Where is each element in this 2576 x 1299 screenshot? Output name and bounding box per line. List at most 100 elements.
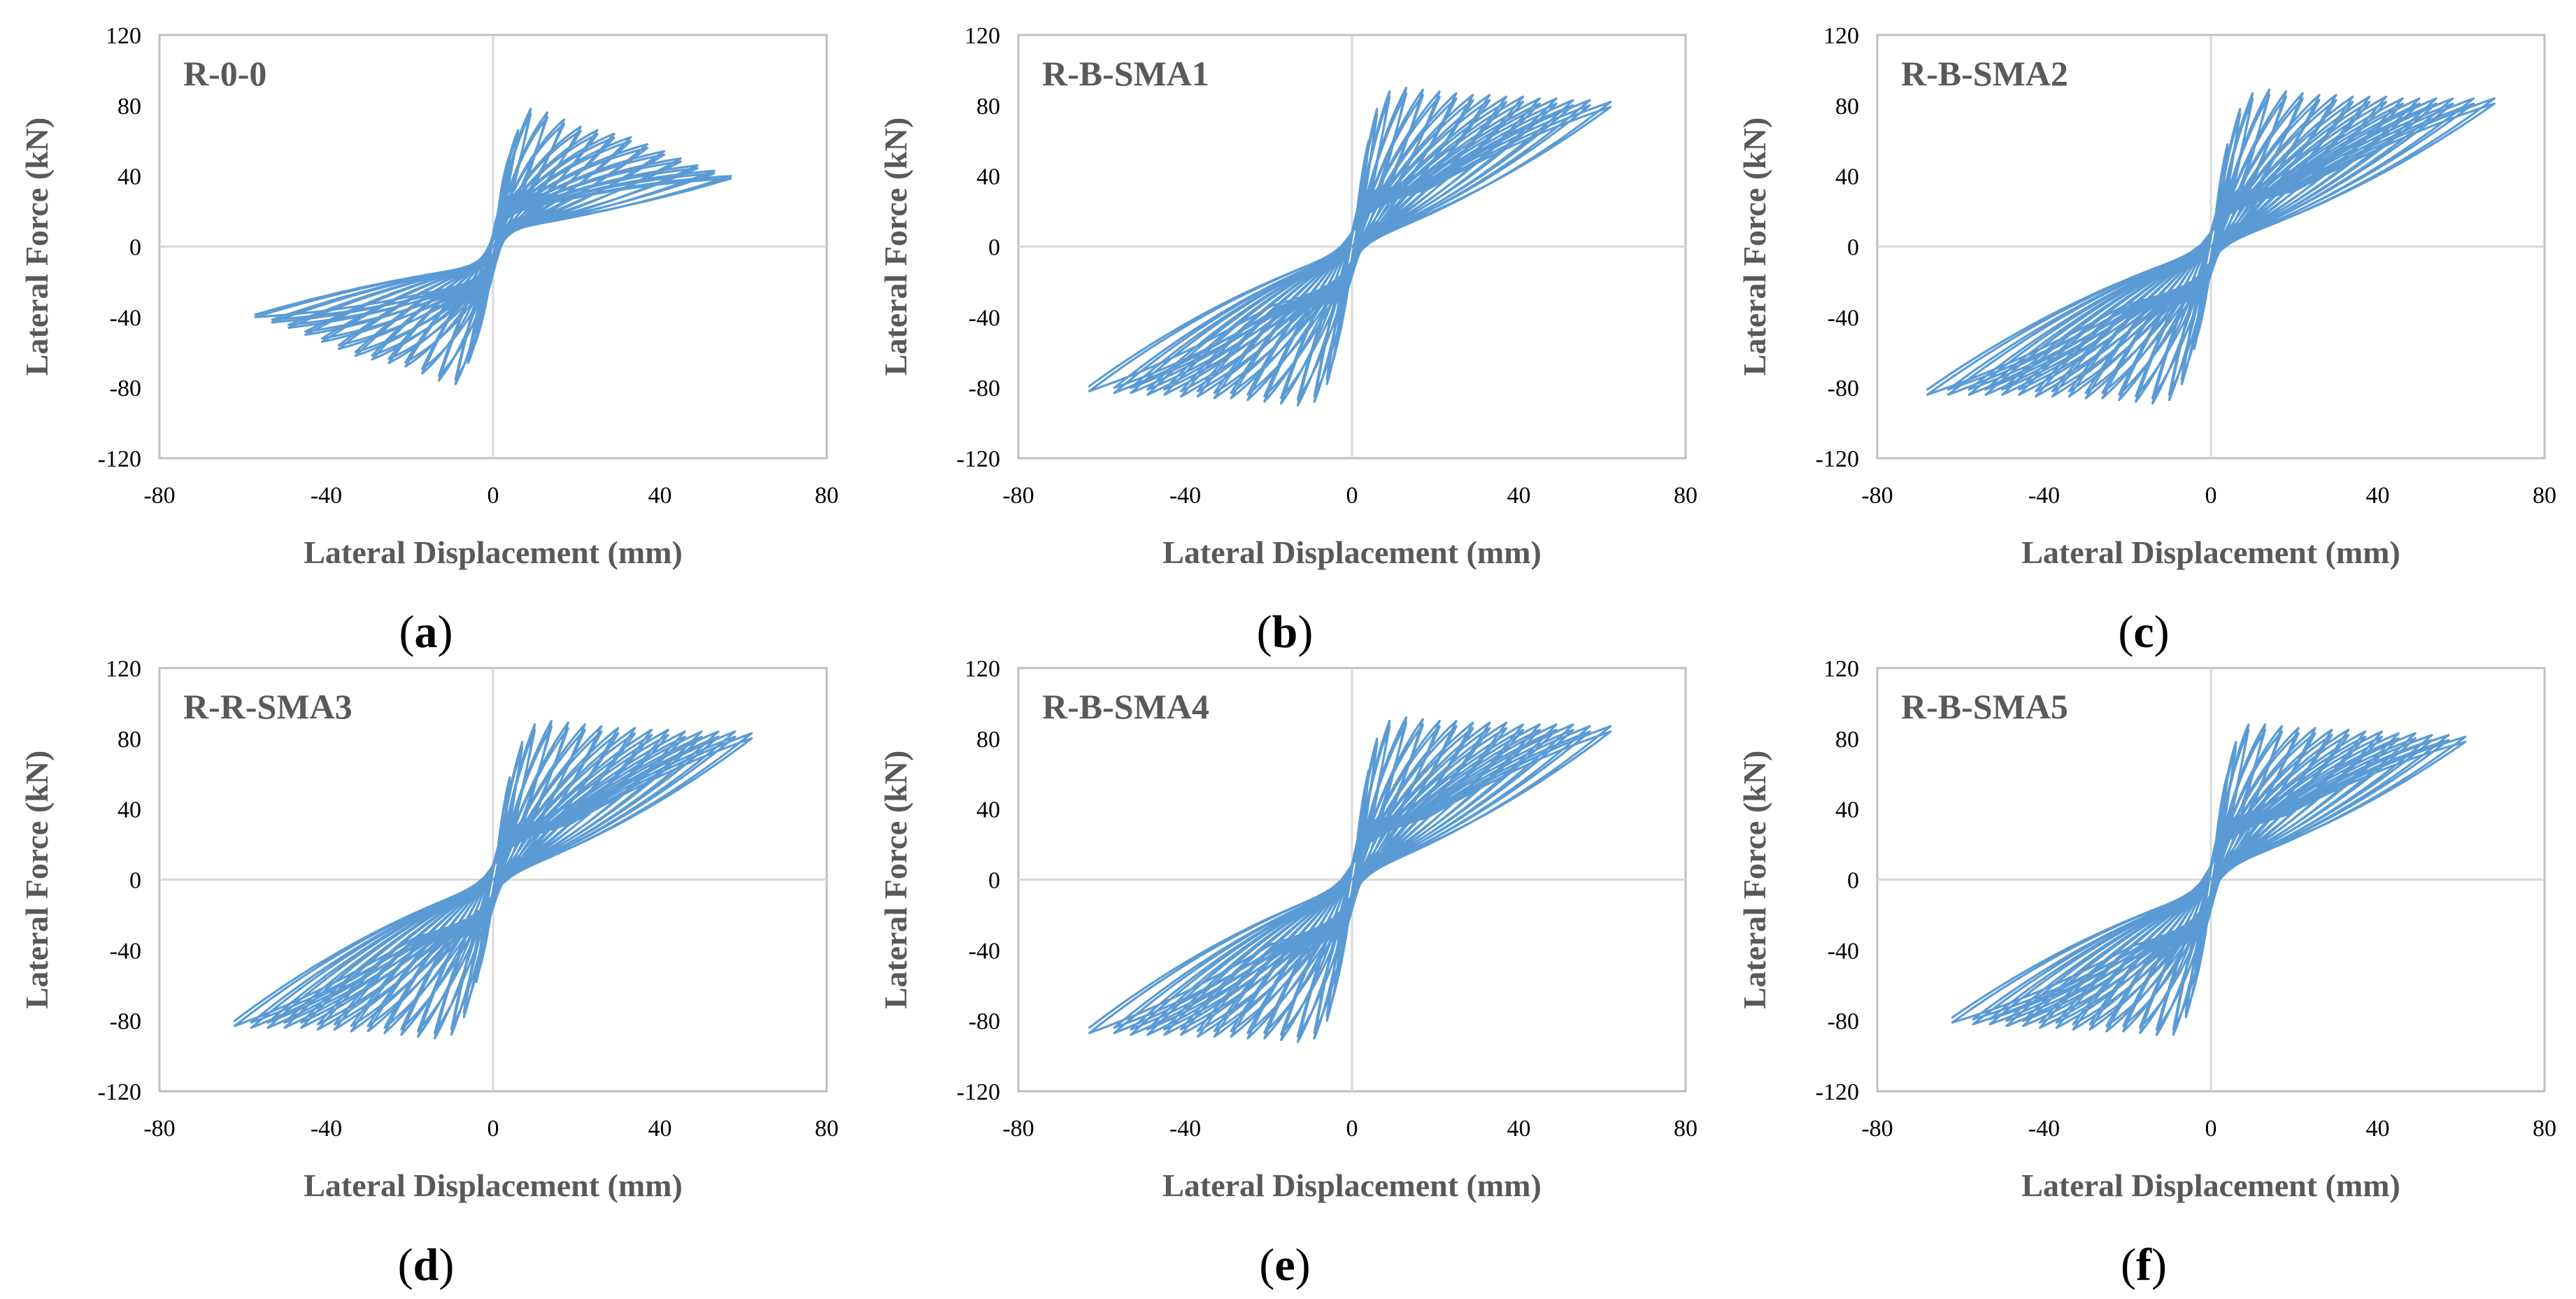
hysteresis-curve — [1088, 716, 1612, 1043]
panel-caption-letter: c — [2133, 606, 2154, 658]
y-tick-label: -40 — [969, 305, 1000, 331]
y-tick-label: 120 — [106, 23, 141, 49]
y-tick-label: 120 — [965, 23, 1000, 49]
panel-caption: (a) — [399, 606, 453, 658]
x-axis-title: Lateral Displacement (mm) — [2021, 1167, 2400, 1203]
y-tick-label: 80 — [976, 94, 1000, 120]
y-tick-label: 80 — [976, 727, 1000, 753]
x-tick-label: 80 — [815, 483, 839, 509]
x-tick-label: 80 — [2533, 483, 2556, 509]
x-tick-label: 40 — [2366, 1116, 2390, 1142]
x-tick-label: 80 — [815, 1116, 839, 1142]
panel-caption-letter: d — [413, 1240, 439, 1291]
y-tick-label: -80 — [969, 1009, 1000, 1035]
panel-caption: (d) — [398, 1240, 455, 1291]
y-tick-label: 0 — [1847, 868, 1859, 894]
panel-caption: (c) — [2118, 606, 2169, 658]
y-tick-label: -120 — [1816, 446, 1859, 472]
y-tick-label: -80 — [110, 376, 141, 402]
panel-caption: (b) — [1257, 606, 1314, 658]
y-tick-label: -40 — [1828, 938, 1859, 964]
x-tick-label: 0 — [488, 1116, 499, 1142]
x-tick-label: 0 — [1346, 483, 1358, 509]
y-tick-label: -120 — [957, 446, 1000, 472]
y-tick-label: -80 — [110, 1009, 141, 1035]
y-tick-label: -40 — [110, 938, 141, 964]
x-axis-title: Lateral Displacement (mm) — [2021, 534, 2400, 570]
hysteresis-curve — [1951, 723, 2467, 1036]
y-tick-label: 80 — [118, 94, 141, 120]
panel-title: R-B-SMA4 — [1042, 687, 1209, 726]
x-tick-label: 40 — [648, 1116, 672, 1142]
y-tick-label: -120 — [98, 1079, 141, 1105]
x-tick-label: -40 — [311, 483, 342, 509]
panel-title: R-B-SMA5 — [1901, 687, 2068, 726]
y-tick-label: -120 — [957, 1079, 1000, 1105]
y-tick-label: -80 — [969, 376, 1000, 402]
y-axis-title: Lateral Force (kN) — [19, 118, 55, 376]
y-tick-label: 120 — [1823, 656, 1859, 682]
x-axis-title: Lateral Displacement (mm) — [1162, 1167, 1542, 1203]
y-tick-label: 120 — [106, 656, 141, 682]
y-axis-title: Lateral Force (kN) — [1737, 751, 1772, 1009]
hysteresis-curve — [254, 108, 732, 385]
y-tick-label: -40 — [969, 938, 1000, 964]
x-tick-label: 0 — [2205, 1116, 2217, 1142]
y-tick-label: -120 — [98, 446, 141, 472]
y-tick-label: -80 — [1828, 376, 1859, 402]
x-tick-label: 40 — [1507, 483, 1531, 509]
y-tick-label: -40 — [1828, 305, 1859, 331]
y-tick-label: 40 — [1835, 797, 1859, 823]
x-tick-label: -80 — [1861, 483, 1893, 509]
panel-caption-letter: e — [1274, 1240, 1295, 1291]
y-axis-title: Lateral Force (kN) — [878, 751, 913, 1009]
y-tick-label: 80 — [1835, 94, 1859, 120]
x-tick-label: 40 — [648, 483, 672, 509]
y-tick-label: 0 — [988, 235, 1000, 261]
y-tick-label: 40 — [976, 164, 1000, 190]
y-tick-label: 40 — [1835, 164, 1859, 190]
panel-title: R-B-SMA2 — [1901, 54, 2068, 93]
panel-caption: (f) — [2121, 1240, 2167, 1291]
panel-title: R-R-SMA3 — [183, 687, 353, 726]
x-axis-title: Lateral Displacement (mm) — [1162, 534, 1542, 570]
y-tick-label: -40 — [110, 305, 141, 331]
y-tick-label: 0 — [129, 235, 141, 261]
x-tick-label: 80 — [2533, 1116, 2556, 1142]
x-tick-label: -80 — [1861, 1116, 1893, 1142]
x-tick-label: 0 — [2205, 483, 2217, 509]
y-tick-label: 80 — [118, 727, 141, 753]
x-tick-label: -40 — [311, 1116, 342, 1142]
x-tick-label: -40 — [2028, 483, 2060, 509]
x-tick-label: 80 — [1674, 1116, 1698, 1142]
hysteresis-curve — [233, 720, 753, 1039]
y-tick-label: 0 — [988, 868, 1000, 894]
panel-caption-letter: f — [2136, 1240, 2152, 1291]
y-axis-title: Lateral Force (kN) — [19, 751, 55, 1009]
y-tick-label: 120 — [1823, 23, 1859, 49]
x-tick-label: -80 — [1002, 1116, 1034, 1142]
panel-title: R-B-SMA1 — [1042, 54, 1209, 93]
x-tick-label: 40 — [1507, 1116, 1531, 1142]
y-tick-label: 120 — [965, 656, 1000, 682]
y-tick-label: 40 — [118, 164, 141, 190]
hysteresis-curve — [1926, 88, 2496, 405]
x-tick-label: 0 — [1346, 1116, 1358, 1142]
panel-title: R-0-0 — [183, 54, 266, 93]
y-tick-label: 80 — [1835, 727, 1859, 753]
hysteresis-curve — [1088, 87, 1612, 406]
panel-caption: (e) — [1259, 1240, 1310, 1291]
x-tick-label: -40 — [2028, 1116, 2060, 1142]
x-axis-title: Lateral Displacement (mm) — [304, 1167, 683, 1203]
y-axis-title: Lateral Force (kN) — [878, 118, 913, 376]
y-tick-label: -80 — [1828, 1009, 1859, 1035]
x-tick-label: -40 — [1169, 1116, 1201, 1142]
x-tick-label: -80 — [143, 1116, 175, 1142]
x-tick-label: -80 — [143, 483, 175, 509]
